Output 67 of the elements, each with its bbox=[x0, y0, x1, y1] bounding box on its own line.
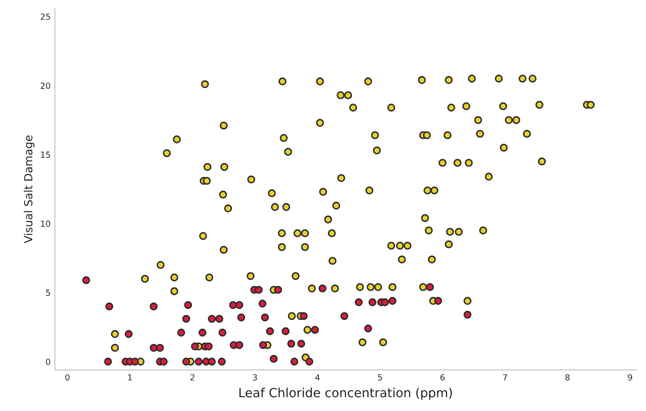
point bbox=[235, 341, 244, 350]
point bbox=[215, 314, 224, 323]
point bbox=[204, 342, 213, 350]
x-tick-label: 6 bbox=[440, 374, 445, 381]
y-tick-label: 15 bbox=[41, 152, 50, 158]
point bbox=[305, 358, 314, 366]
point bbox=[266, 327, 274, 336]
point bbox=[130, 358, 139, 366]
x-tick-label: 4 bbox=[315, 374, 320, 380]
y-tick-label: 20 bbox=[40, 82, 50, 89]
point bbox=[182, 314, 190, 323]
point bbox=[259, 341, 268, 350]
x-tick-label: 9 bbox=[628, 374, 632, 381]
point bbox=[177, 328, 186, 337]
point bbox=[261, 313, 269, 322]
x-axis-title: Leaf Chloride concentration (ppm) bbox=[239, 388, 452, 400]
x-tick-label: 3 bbox=[252, 374, 257, 381]
x-tick-label: 7 bbox=[503, 374, 507, 380]
point bbox=[464, 310, 472, 319]
point bbox=[287, 340, 296, 348]
x-tick-label: 0 bbox=[65, 374, 70, 381]
point bbox=[340, 312, 348, 320]
point bbox=[318, 284, 326, 292]
point bbox=[290, 358, 298, 366]
point bbox=[434, 296, 442, 305]
point bbox=[184, 301, 192, 309]
point bbox=[190, 342, 199, 350]
point bbox=[218, 358, 226, 366]
point bbox=[364, 324, 372, 332]
point bbox=[156, 344, 164, 352]
y-tick-label: 0 bbox=[46, 358, 50, 365]
point bbox=[208, 358, 216, 366]
point bbox=[254, 286, 263, 294]
point bbox=[388, 296, 396, 305]
y-tick-label: 10 bbox=[41, 220, 50, 227]
point bbox=[258, 300, 266, 308]
x-tick-label: 2 bbox=[190, 374, 194, 380]
point bbox=[82, 276, 90, 284]
point bbox=[297, 340, 306, 348]
point bbox=[198, 328, 206, 337]
point bbox=[368, 298, 376, 306]
point bbox=[237, 313, 246, 322]
point bbox=[105, 302, 114, 310]
point bbox=[311, 326, 319, 334]
point bbox=[182, 358, 190, 366]
point bbox=[160, 358, 168, 366]
y-tick-label: 5 bbox=[46, 290, 50, 296]
point bbox=[270, 354, 278, 363]
point bbox=[218, 328, 226, 337]
point bbox=[274, 286, 282, 294]
y-tick-label: 25 bbox=[40, 13, 50, 20]
point bbox=[208, 314, 216, 323]
point bbox=[426, 283, 434, 292]
point bbox=[235, 301, 244, 309]
point bbox=[282, 327, 290, 336]
point bbox=[381, 298, 389, 306]
point bbox=[150, 302, 158, 310]
point bbox=[194, 358, 203, 366]
point bbox=[124, 330, 133, 338]
point bbox=[229, 301, 238, 309]
x-tick-label: 5 bbox=[378, 374, 382, 381]
point bbox=[300, 312, 308, 320]
point bbox=[104, 358, 112, 366]
point bbox=[354, 298, 363, 306]
x-tick-label: 8 bbox=[565, 374, 570, 381]
x-tick-label: 1 bbox=[128, 374, 132, 380]
y-axis-title: Visual Salt Damage bbox=[24, 135, 35, 244]
